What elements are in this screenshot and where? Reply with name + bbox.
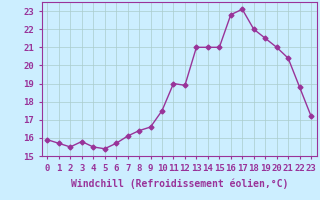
- X-axis label: Windchill (Refroidissement éolien,°C): Windchill (Refroidissement éolien,°C): [70, 178, 288, 189]
